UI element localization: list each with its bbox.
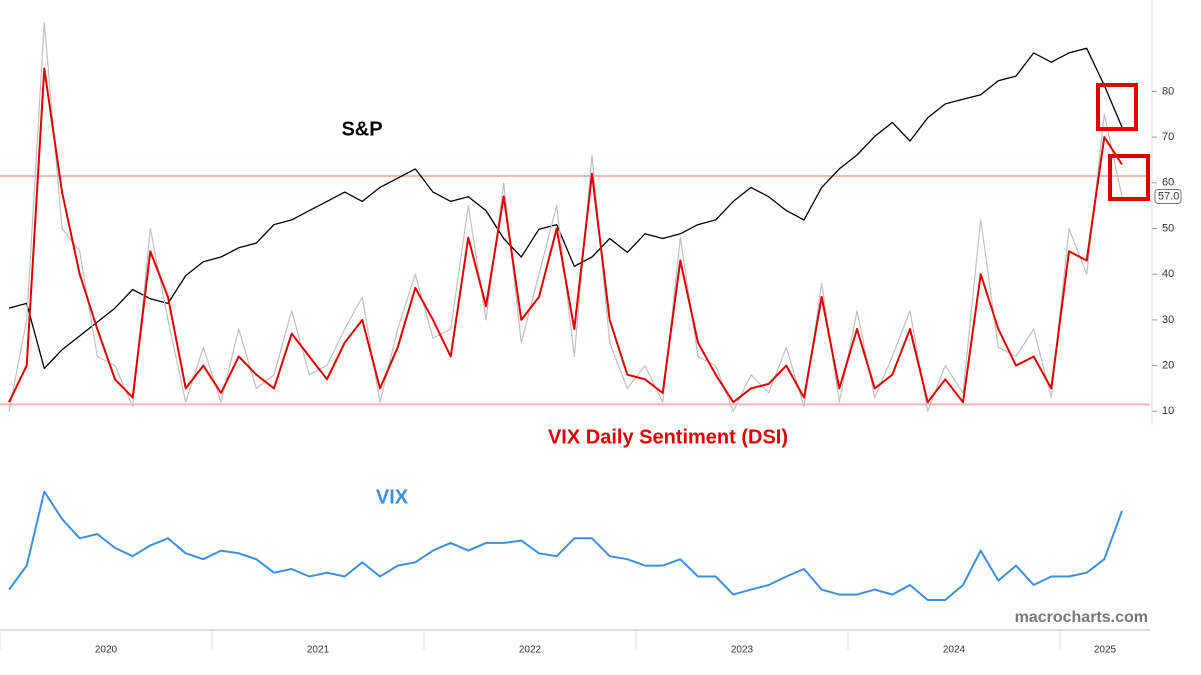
- y-tick-label: 40: [1162, 268, 1174, 280]
- y-tick-label: 80: [1162, 85, 1174, 97]
- series-line: [8, 490, 1123, 601]
- vix-label: VIX: [376, 486, 409, 508]
- x-tick-label: 2025: [1094, 645, 1117, 656]
- y-tick-label: 30: [1162, 314, 1174, 326]
- y-tick-label: 50: [1162, 222, 1174, 234]
- marks: 10 20 30 40 50 60 70 80 57.0 2020 2021 2022 2023 2024…: [0, 22, 1182, 656]
- series-line: [8, 67, 1123, 404]
- dsi-label: VIX Daily Sentiment (DSI): [548, 426, 788, 448]
- sp-label: S&P: [341, 118, 382, 140]
- series-line: [8, 47, 1123, 370]
- y-tick-label: 70: [1162, 131, 1174, 143]
- x-tick-label: 2024: [943, 645, 966, 656]
- highlight-box: [1108, 154, 1150, 201]
- highlight-box: [1096, 83, 1138, 131]
- last-value-label: 57.0: [1158, 190, 1179, 202]
- x-tick-label: 2022: [519, 645, 542, 656]
- watermark: macrocharts.com: [1015, 609, 1148, 626]
- y-tick-label: 60: [1162, 177, 1174, 189]
- x-tick-label: 2021: [307, 645, 330, 656]
- y-tick-label: 20: [1162, 359, 1174, 371]
- y-tick-label: 10: [1162, 405, 1174, 417]
- last-value-box: [1154, 189, 1182, 205]
- x-tick-label: 2020: [95, 645, 118, 656]
- x-tick-label: 2023: [731, 645, 754, 656]
